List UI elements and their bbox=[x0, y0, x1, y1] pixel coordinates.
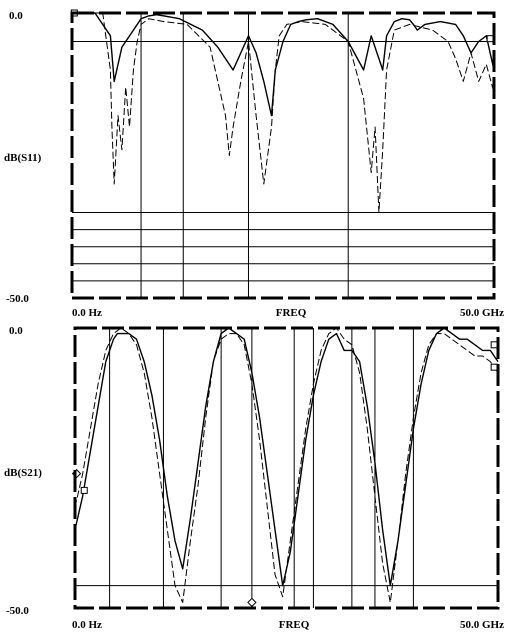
y-tick-top: 0.0 bbox=[9, 325, 23, 337]
x-axis-label: FREQ bbox=[279, 619, 310, 631]
series-line-dashed bbox=[72, 12, 495, 213]
y-axis-label: dB(S21) bbox=[4, 467, 42, 479]
square-marker bbox=[80, 486, 88, 494]
series-line-dashed bbox=[74, 327, 499, 603]
y-axis-label: dB(S11) bbox=[4, 152, 42, 164]
x-tick-left: 0.0 Hz bbox=[72, 307, 102, 319]
y-tick-bottom: -50.0 bbox=[6, 293, 29, 305]
x-axis-label: FREQ bbox=[276, 307, 307, 319]
series-line-solid bbox=[74, 327, 499, 587]
s11-plot: 0.0 -50.0 dB(S11) 0.0 Hz FREQ 50.0 GHz bbox=[4, 9, 504, 319]
series-line-solid bbox=[72, 12, 495, 117]
x-tick-left: 0.0 Hz bbox=[72, 619, 102, 631]
square-marker bbox=[486, 35, 494, 43]
square-marker bbox=[490, 363, 498, 371]
x-tick-right: 50.0 GHz bbox=[460, 307, 504, 319]
square-marker bbox=[490, 341, 498, 349]
y-tick-bottom: -50.0 bbox=[6, 605, 29, 617]
x-tick-right: 50.0 GHz bbox=[460, 619, 504, 631]
s21-plot: 0.0 -50.0 dB(S21) 0.0 Hz FREQ 50.0 GHz bbox=[4, 325, 504, 631]
diamond-marker bbox=[247, 597, 257, 608]
plot-frame bbox=[70, 11, 496, 300]
y-tick-top: 0.0 bbox=[9, 10, 23, 22]
